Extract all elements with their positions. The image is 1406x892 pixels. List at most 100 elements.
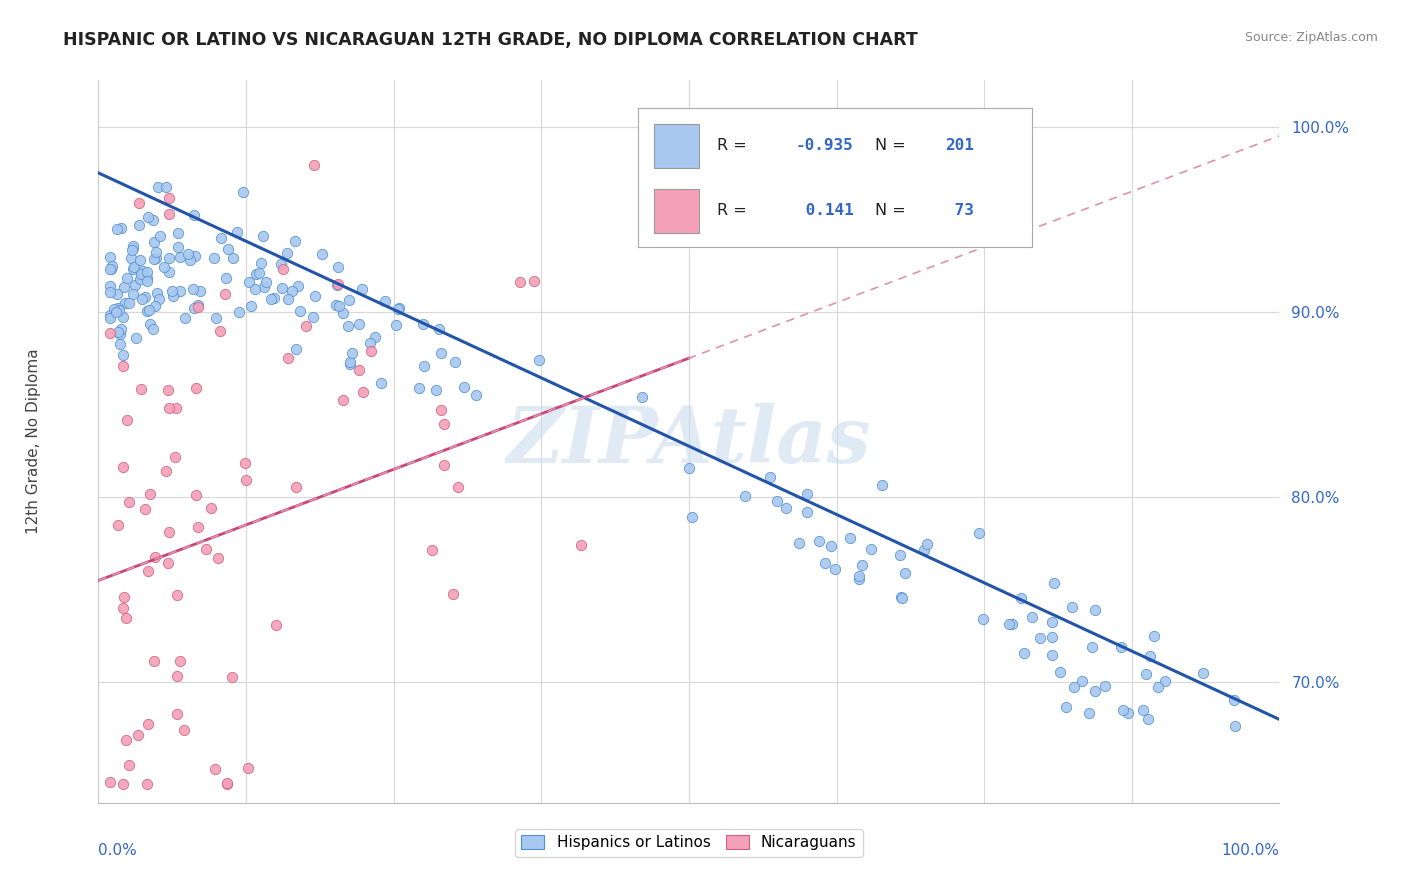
Text: Source: ZipAtlas.com: Source: ZipAtlas.com xyxy=(1244,31,1378,45)
Point xyxy=(912,543,935,558)
Point xyxy=(132,264,155,278)
Point xyxy=(340,346,363,360)
Point xyxy=(235,473,257,487)
Point xyxy=(118,295,141,310)
Point xyxy=(157,251,180,265)
Point xyxy=(107,326,129,340)
Point xyxy=(997,617,1019,632)
Point xyxy=(131,292,153,306)
Point xyxy=(179,252,201,267)
Point xyxy=(254,275,277,289)
Point xyxy=(851,558,873,573)
Point xyxy=(430,346,453,360)
Point xyxy=(215,776,238,790)
Point xyxy=(136,717,159,731)
Point xyxy=(112,310,135,325)
Point xyxy=(814,556,837,570)
Point xyxy=(311,247,333,261)
Point xyxy=(433,417,456,431)
Point xyxy=(1084,684,1107,698)
Point xyxy=(111,777,134,791)
Point xyxy=(240,299,263,313)
Point xyxy=(1192,666,1215,681)
Point xyxy=(215,777,238,791)
Point xyxy=(453,380,475,394)
Point xyxy=(796,505,818,519)
Point xyxy=(796,487,818,501)
Point xyxy=(187,298,209,312)
Point xyxy=(1054,699,1077,714)
Point xyxy=(187,300,209,314)
Point xyxy=(167,240,190,254)
Point xyxy=(145,244,167,259)
Point xyxy=(243,282,266,296)
Point xyxy=(332,306,354,320)
Point xyxy=(183,208,205,222)
Point xyxy=(120,252,142,266)
Point xyxy=(114,296,136,310)
Bar xyxy=(654,188,699,233)
Point xyxy=(1136,712,1159,726)
Point xyxy=(112,359,135,373)
Point xyxy=(370,376,392,391)
Point xyxy=(112,280,135,294)
Point xyxy=(129,272,152,286)
Bar xyxy=(654,124,699,168)
Point xyxy=(183,301,205,316)
Point xyxy=(165,401,187,416)
Point xyxy=(157,401,180,416)
Point xyxy=(848,569,870,583)
Point xyxy=(132,268,155,283)
Point xyxy=(681,510,703,524)
Point xyxy=(1142,629,1164,643)
Point xyxy=(169,251,191,265)
Point xyxy=(129,267,152,281)
Point xyxy=(108,336,131,351)
Point xyxy=(247,266,270,280)
Point xyxy=(135,777,157,791)
Point xyxy=(1223,692,1246,706)
Point xyxy=(972,612,994,626)
Point xyxy=(226,225,249,239)
Point xyxy=(108,326,131,341)
Point xyxy=(157,207,180,221)
Text: R =: R = xyxy=(717,138,747,153)
Point xyxy=(174,311,197,326)
Point xyxy=(232,186,254,200)
Point xyxy=(364,330,387,344)
Point xyxy=(166,669,188,683)
Point xyxy=(253,280,276,294)
Point xyxy=(1139,648,1161,663)
Point xyxy=(118,758,141,772)
Point xyxy=(250,256,273,270)
Legend: Hispanics or Latinos, Nicaraguans: Hispanics or Latinos, Nicaraguans xyxy=(516,830,862,856)
Point xyxy=(121,244,143,258)
Point xyxy=(889,548,911,562)
Point xyxy=(221,251,243,265)
Point xyxy=(157,191,180,205)
Point xyxy=(509,276,531,290)
Point xyxy=(138,317,160,331)
Point xyxy=(110,220,132,235)
Point xyxy=(245,267,267,281)
Point xyxy=(894,566,917,580)
Point xyxy=(443,355,465,369)
Point xyxy=(105,286,128,301)
Point xyxy=(1042,576,1064,591)
Point xyxy=(145,251,167,265)
Point xyxy=(271,281,294,295)
Point xyxy=(337,293,360,307)
Point xyxy=(347,363,370,377)
Point xyxy=(138,303,160,318)
Point xyxy=(1040,648,1063,663)
Text: 100.0%: 100.0% xyxy=(1222,843,1279,857)
Point xyxy=(1084,603,1107,617)
Point xyxy=(734,489,756,503)
Point xyxy=(433,458,456,472)
Point xyxy=(1029,631,1052,645)
Point xyxy=(124,278,146,293)
Point xyxy=(105,221,128,235)
Point xyxy=(143,252,166,267)
Point xyxy=(284,234,307,248)
Text: 201: 201 xyxy=(945,138,974,153)
